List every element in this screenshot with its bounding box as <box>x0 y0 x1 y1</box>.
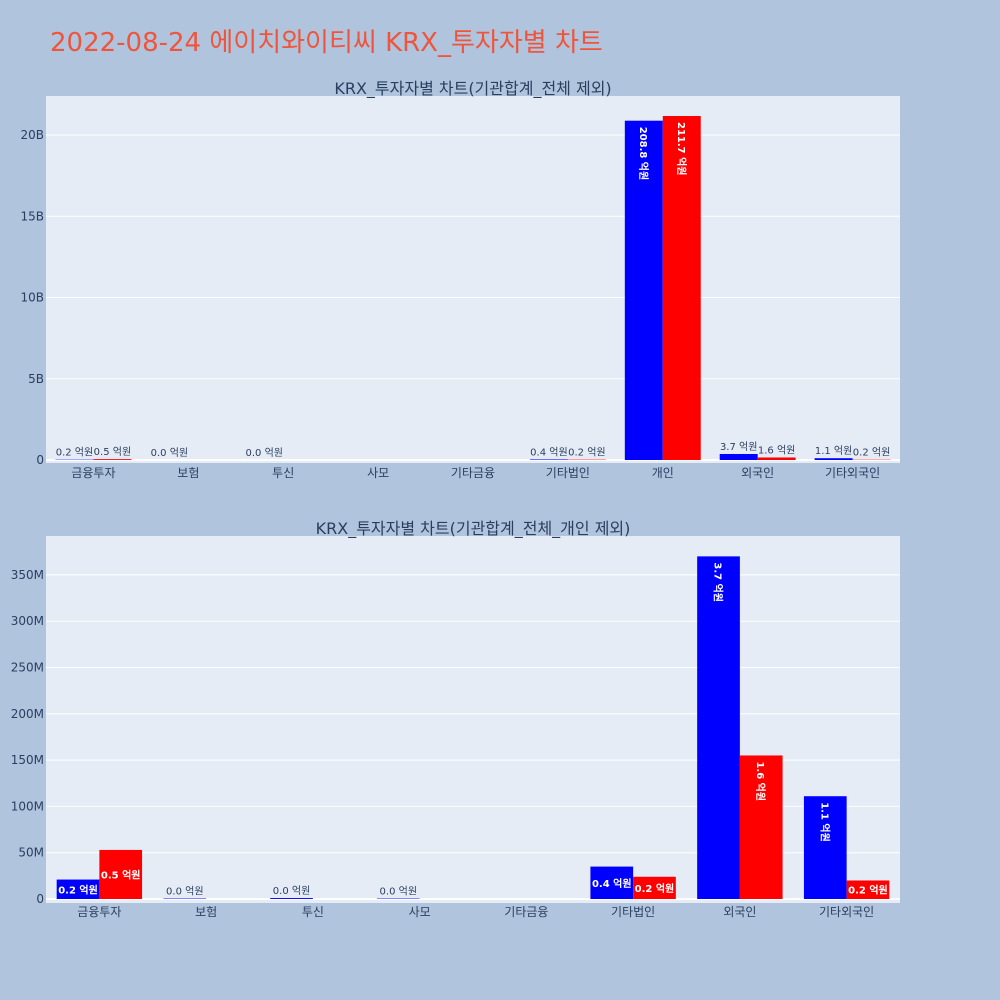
y-tick-label: 15B <box>20 209 44 223</box>
data-label: 0.2 억원 <box>56 447 93 459</box>
x-tick-label: 기타외국인 <box>825 466 880 480</box>
page-title: 2022-08-24 에이치와이티씨 KRX_투자자별 차트 <box>50 28 603 58</box>
data-label: 3.7 억원 <box>712 562 725 602</box>
data-label: 211.7 억원 <box>675 122 688 176</box>
y-tick-label: 100M <box>11 799 44 813</box>
x-tick-label: 금융투자 <box>77 905 121 919</box>
x-tick-label: 기타외국인 <box>819 905 874 919</box>
x-tick-label: 금융투자 <box>71 466 115 480</box>
sell-bar <box>739 755 783 899</box>
data-label: 0.2 억원 <box>635 882 675 895</box>
plot-area <box>46 96 900 463</box>
y-tick-label: 250M <box>11 660 44 674</box>
x-tick-label: 사모 <box>409 905 431 919</box>
chart-title: KRX_투자자별 차트(기관합계_전체_개인 제외) <box>316 519 631 539</box>
x-tick-label: 개인 <box>652 466 674 480</box>
data-label: 0.0 억원 <box>273 885 310 897</box>
data-label: 0.4 억원 <box>592 877 632 890</box>
data-label: 0.5 억원 <box>94 446 131 458</box>
chart-1: 0 5B 10B 15B 20B KRX_투자자별 차트(기관합계_전체 제외) 금융투자 0… <box>20 79 900 480</box>
x-tick-label: 보험 <box>195 905 217 919</box>
y-tick-label: 5B <box>28 372 44 386</box>
buy-bar <box>814 458 853 460</box>
sell-bar <box>633 876 676 899</box>
x-tick-label: 기타금융 <box>504 905 548 919</box>
x-tick-label: 사모 <box>367 466 389 480</box>
data-label: 0.0 억원 <box>380 886 417 898</box>
x-tick-label: 외국인 <box>741 466 774 480</box>
buy-bar <box>529 459 568 460</box>
data-label: 0.2 억원 <box>58 883 98 896</box>
buy-bar <box>697 556 740 899</box>
y-tick-label: 300M <box>11 614 44 628</box>
y-tick-label: 350M <box>11 568 44 582</box>
data-label: 0.5 억원 <box>101 868 141 881</box>
sell-bar <box>846 880 890 899</box>
y-tick-label: 200M <box>11 707 44 721</box>
x-tick-label: 기타금융 <box>451 466 495 480</box>
data-label: 1.1 억원 <box>818 802 831 842</box>
data-label: 1.6 억원 <box>754 761 767 801</box>
sell-bar <box>757 457 796 460</box>
buy-bar <box>270 898 313 899</box>
x-tick-label: 투신 <box>272 466 294 480</box>
x-tick-label: 외국인 <box>723 905 756 919</box>
y-tick-label: 0 <box>36 453 44 467</box>
data-label: 208.8 억원 <box>637 127 650 181</box>
buy-bar <box>56 879 100 899</box>
y-tick-label: 20B <box>20 128 44 142</box>
data-label: 0.4 억원 <box>530 446 567 458</box>
x-tick-label: 투신 <box>302 905 324 919</box>
data-label: 1.1 억원 <box>815 445 852 457</box>
x-tick-label: 기타법인 <box>611 905 655 919</box>
sell-bar <box>99 849 143 899</box>
x-tick-label: 기타법인 <box>546 466 590 480</box>
data-label: 0.0 억원 <box>166 886 203 898</box>
y-tick-label: 0 <box>36 892 44 906</box>
buy-bar <box>803 796 847 899</box>
y-tick-label: 10B <box>20 291 44 305</box>
sell-bar <box>662 115 701 461</box>
data-label: 3.7 억원 <box>720 441 757 453</box>
buy-bar <box>590 866 634 899</box>
buy-bar <box>719 453 758 460</box>
data-label: 0.2 억원 <box>853 447 890 459</box>
chart-title: KRX_투자자별 차트(기관합계_전체 제외) <box>334 79 611 99</box>
chart-2: 0 50M 100M 150M 200M 250M 300M 350M KRX_투자자별 차트(… <box>11 519 900 919</box>
data-label: 0.2 억원 <box>848 884 888 897</box>
y-tick-label: 150M <box>11 753 44 767</box>
x-tick-label: 보험 <box>177 466 199 480</box>
data-label: 0.0 억원 <box>246 447 283 459</box>
data-label: 0.2 억원 <box>568 447 605 459</box>
y-tick-label: 50M <box>18 846 44 860</box>
data-label: 1.6 억원 <box>758 444 795 456</box>
data-label: 0.0 억원 <box>151 447 188 459</box>
sell-bar <box>93 459 132 460</box>
buy-bar <box>624 120 663 460</box>
